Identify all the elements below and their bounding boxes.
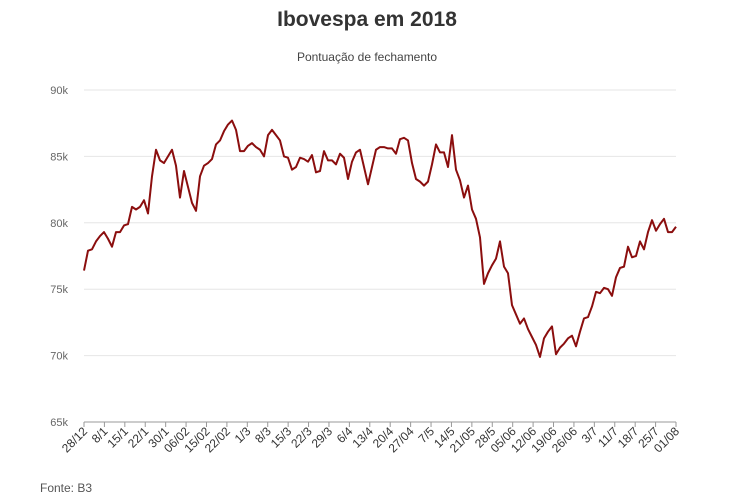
series-layer (83, 119, 677, 358)
chart-source: Fonte: B3 (40, 481, 93, 495)
x-axis: 28/128/115/122/130/106/0215/0222/021/38/… (59, 422, 682, 455)
gridlines (84, 89, 676, 423)
y-tick-label: 65k (50, 417, 68, 429)
chart-title: Ibovespa em 2018 (277, 8, 457, 31)
y-axis-ticks: 65k 70k 75k 80k 85k 90k (50, 85, 68, 429)
y-tick-label: 70k (50, 351, 68, 363)
series-line (83, 119, 677, 358)
chart-subtitle: Pontuação de fechamento (296, 50, 438, 64)
x-tick-label: 11/7 (595, 424, 621, 450)
x-tick-label: 29/3 (309, 424, 336, 451)
y-tick-label: 85k (50, 151, 68, 163)
y-tick-label: 90k (50, 85, 68, 97)
y-tick-label: 75k (50, 284, 68, 296)
y-tick-label: 80k (50, 218, 68, 230)
x-tick-label: 1/3 (232, 424, 254, 446)
